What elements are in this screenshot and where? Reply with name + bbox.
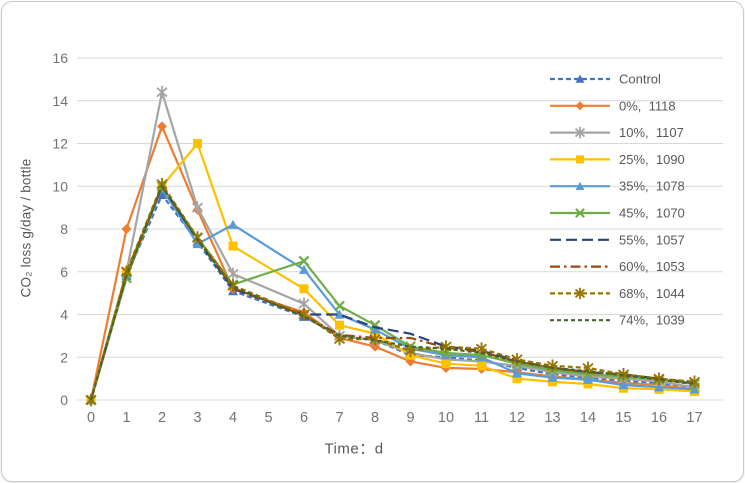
svg-text:10: 10 — [52, 178, 68, 194]
legend-label: 25%, 1090 — [619, 152, 685, 167]
legend: Control 0%, 1118 10%, 1107 25%, 1090 35%, 10… — [550, 72, 685, 328]
legend-item-control[interactable]: Control — [550, 72, 661, 87]
svg-text:6: 6 — [60, 264, 68, 280]
legend-label: 45%, 1070 — [619, 206, 685, 221]
svg-text:0: 0 — [60, 392, 68, 408]
x-axis-tick-labels: 0 1 2 3 4 5 6 7 8 9 10 11 12 13 14 15 16 17 — [87, 410, 703, 426]
x-axis-title: Time：d — [324, 440, 384, 458]
svg-text:17: 17 — [686, 410, 702, 426]
series-68-1044[interactable] — [85, 177, 701, 407]
svg-text:10: 10 — [438, 410, 454, 426]
legend-label: 35%, 1078 — [619, 179, 685, 194]
svg-text:12: 12 — [52, 136, 68, 152]
legend-item-25-1090[interactable]: 25%, 1090 — [550, 152, 685, 167]
svg-text:5: 5 — [264, 410, 272, 426]
svg-text:14: 14 — [52, 93, 68, 109]
legend-item-74-1039[interactable]: 74%, 1039 — [550, 313, 685, 328]
svg-text:8: 8 — [60, 221, 68, 237]
legend-label: 68%, 1044 — [619, 286, 685, 301]
legend-item-68-1044[interactable]: 68%, 1044 — [550, 286, 685, 301]
svg-text:13: 13 — [544, 410, 560, 426]
gridlines — [77, 57, 723, 401]
legend-item-0-1118[interactable]: 0%, 1118 — [550, 98, 676, 113]
svg-text:2: 2 — [60, 349, 68, 365]
legend-item-55-1057[interactable]: 55%, 1057 — [550, 232, 685, 247]
legend-label: Control — [619, 72, 661, 87]
svg-text:16: 16 — [52, 50, 68, 66]
svg-text:3: 3 — [193, 410, 201, 426]
svg-text:0: 0 — [87, 410, 95, 426]
legend-label: 74%, 1039 — [619, 313, 685, 328]
y-axis-tick-labels: 0 2 4 6 8 10 12 14 16 — [52, 50, 68, 408]
svg-text:4: 4 — [229, 410, 237, 426]
svg-text:4: 4 — [60, 307, 68, 323]
legend-item-45-1070[interactable]: 45%, 1070 — [550, 206, 685, 221]
plot-series — [85, 85, 701, 407]
series-10-1107[interactable] — [85, 85, 701, 407]
legend-item-10-1107[interactable]: 10%, 1107 — [550, 125, 684, 140]
svg-text:16: 16 — [651, 410, 667, 426]
svg-text:12: 12 — [509, 410, 525, 426]
y-axis-title: CO₂ loss g/day / bottle — [18, 158, 34, 298]
legend-item-35-1078[interactable]: 35%, 1078 — [550, 179, 685, 194]
series-0-1118[interactable] — [86, 121, 700, 405]
legend-label: 10%, 1107 — [619, 125, 684, 140]
svg-text:7: 7 — [335, 410, 343, 426]
svg-text:14: 14 — [580, 410, 596, 426]
svg-text:6: 6 — [300, 410, 308, 426]
legend-label: 60%, 1053 — [619, 259, 685, 274]
legend-label: 55%, 1057 — [619, 232, 685, 247]
svg-text:9: 9 — [406, 410, 414, 426]
series-74-1039[interactable] — [89, 183, 695, 401]
svg-text:1: 1 — [122, 410, 130, 426]
svg-text:15: 15 — [615, 410, 631, 426]
svg-text:8: 8 — [371, 410, 379, 426]
legend-label: 0%, 1118 — [619, 98, 676, 113]
svg-text:2: 2 — [158, 410, 166, 426]
svg-text:11: 11 — [474, 410, 489, 426]
legend-item-60-1053[interactable]: 60%, 1053 — [550, 259, 685, 274]
